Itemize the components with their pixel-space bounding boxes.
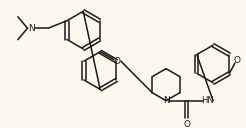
Text: N: N: [28, 24, 35, 33]
Text: N: N: [163, 96, 169, 105]
Text: O: O: [183, 120, 190, 128]
Text: O: O: [233, 56, 240, 65]
Text: O: O: [114, 57, 121, 66]
Text: HN: HN: [201, 96, 214, 105]
